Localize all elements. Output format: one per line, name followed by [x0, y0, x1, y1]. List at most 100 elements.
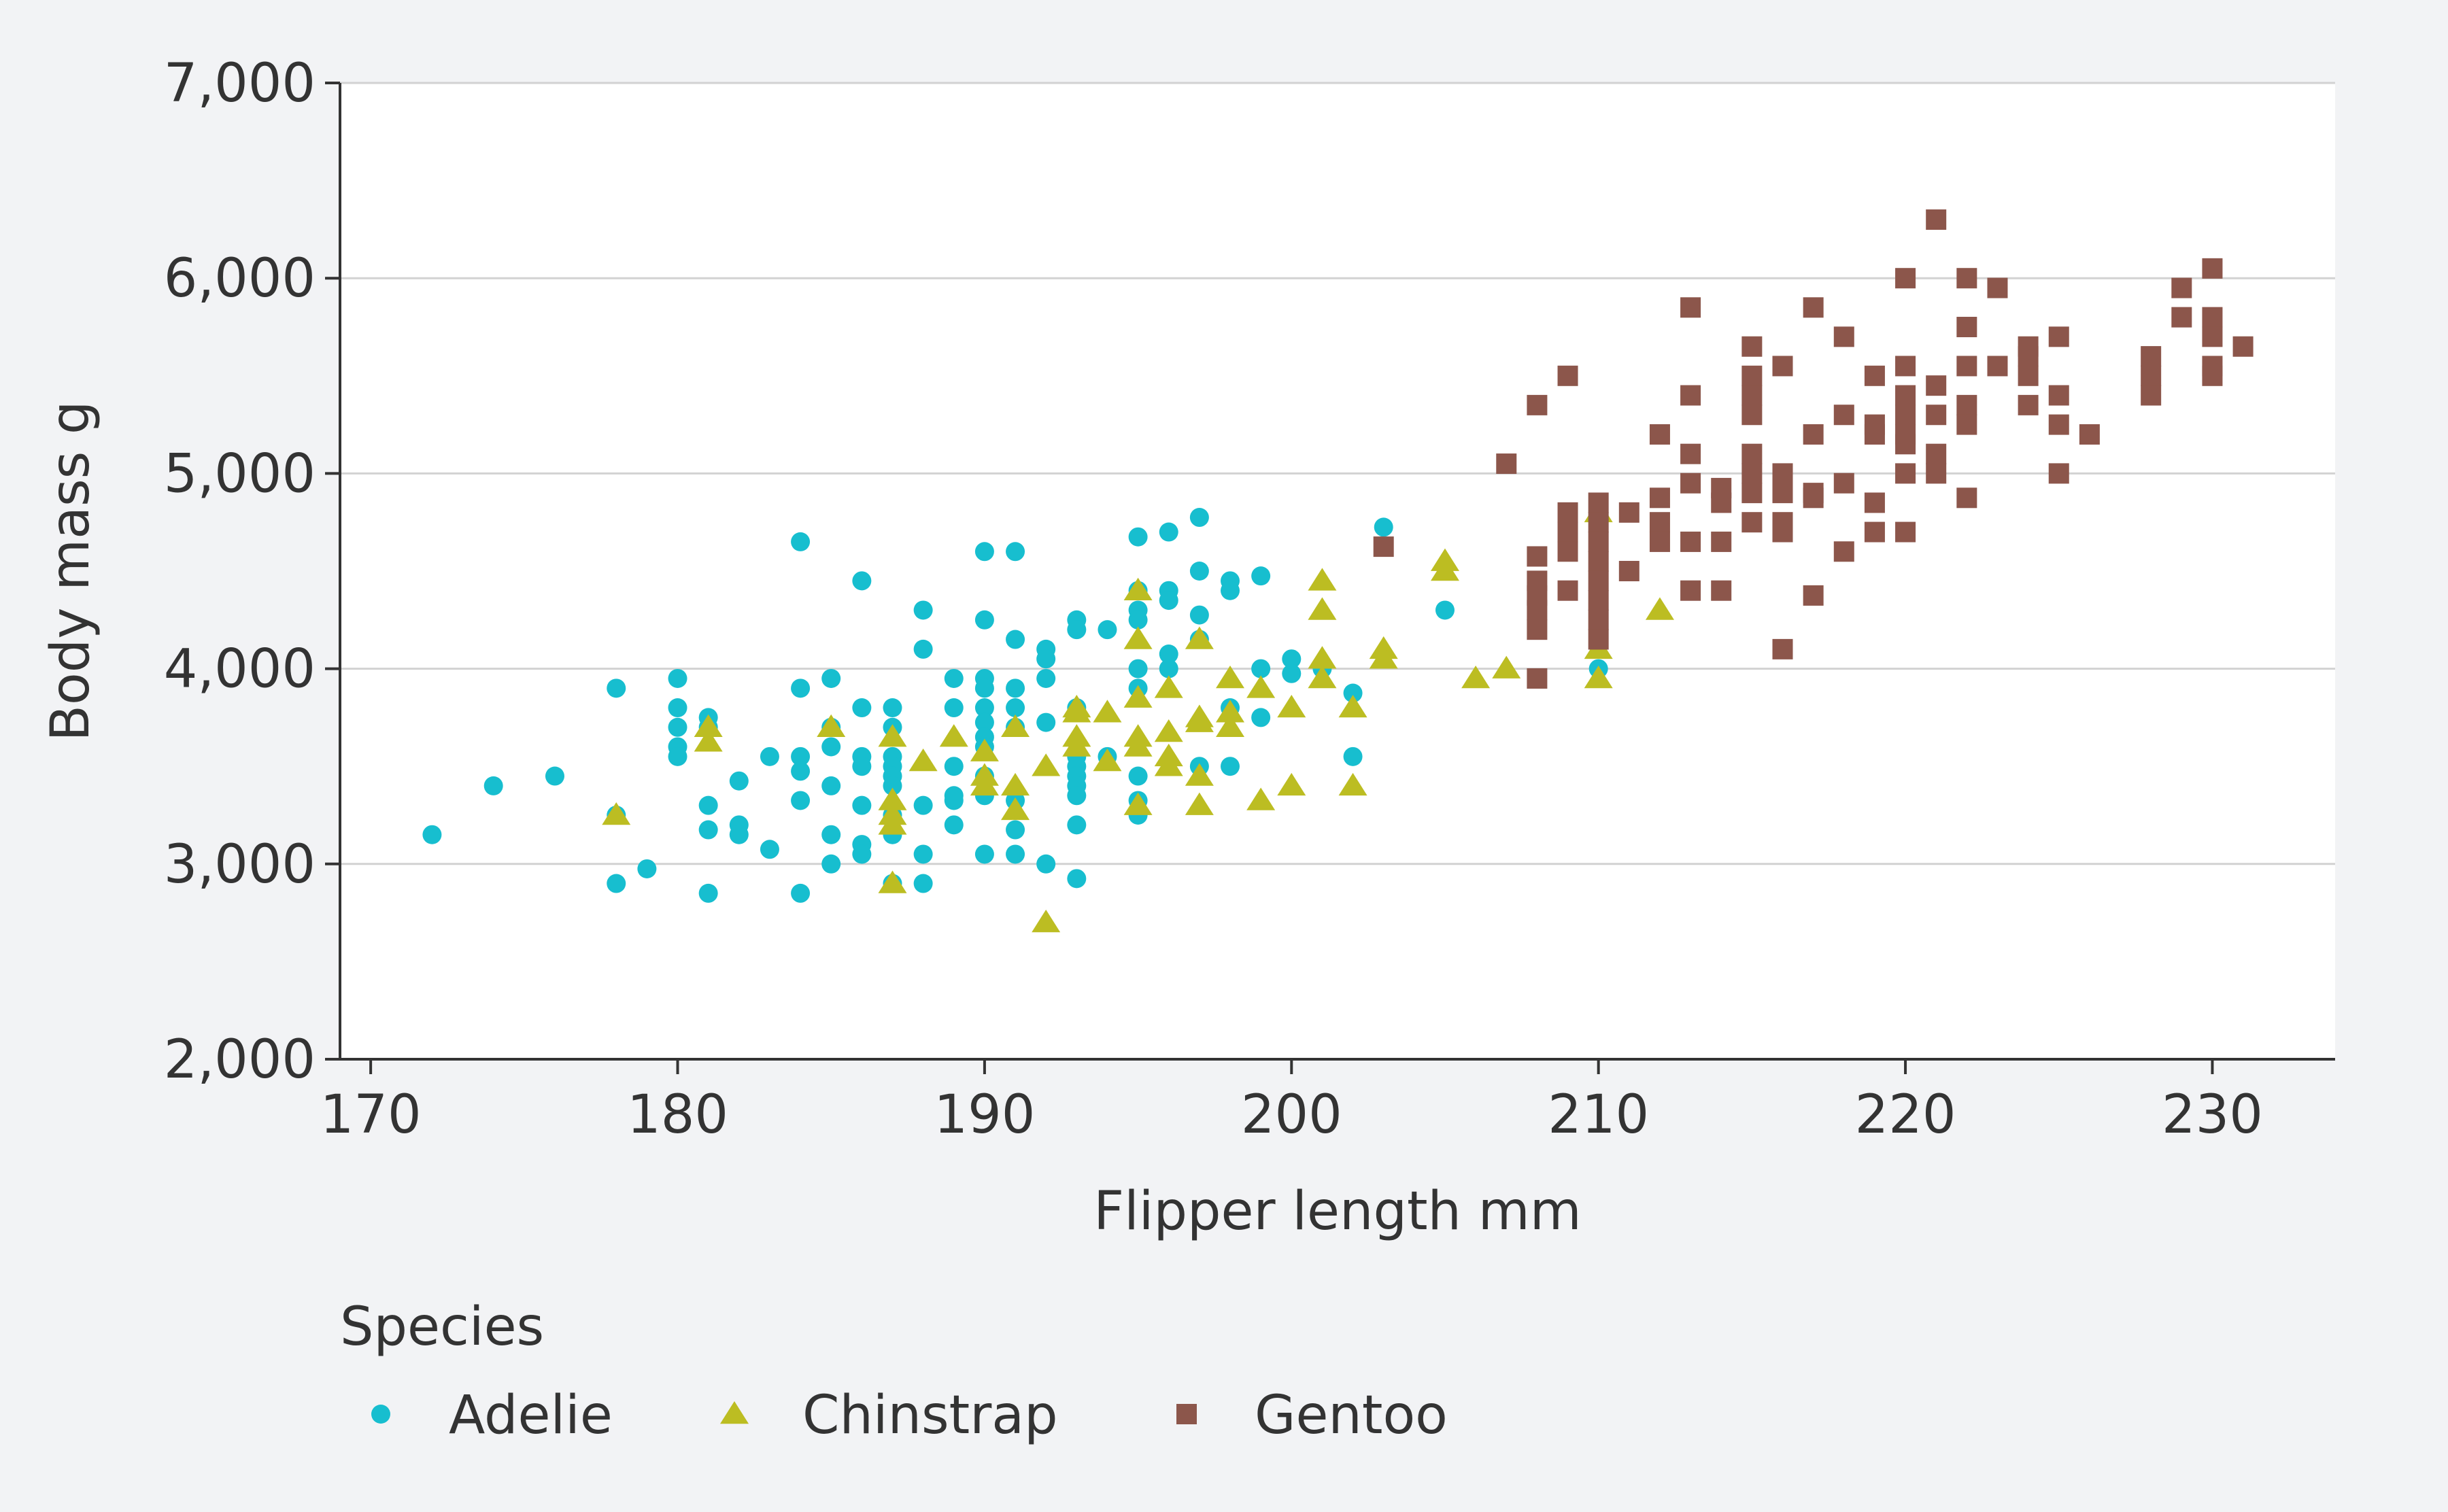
- y-tick-label: 6,000: [164, 248, 316, 309]
- data-point: [2048, 463, 2069, 484]
- data-point: [1864, 365, 1885, 386]
- data-point: [607, 874, 626, 893]
- data-point: [1649, 512, 1670, 533]
- data-point: [1185, 763, 1214, 786]
- data-point: [1987, 277, 2008, 298]
- data-point: [1216, 665, 1245, 689]
- data-point: [1067, 869, 1087, 889]
- data-point: [1680, 385, 1701, 406]
- data-point: [1338, 772, 1367, 796]
- data-point: [1741, 385, 1763, 406]
- data-point: [483, 776, 503, 795]
- data-point: [1741, 336, 1763, 357]
- data-point: [1123, 626, 1153, 649]
- data-point: [1864, 424, 1885, 445]
- data-point: [1128, 766, 1148, 786]
- data-point: [2171, 277, 2192, 298]
- data-point: [1032, 753, 1061, 776]
- data-point: [1154, 753, 1183, 776]
- x-tick-label: 220: [1855, 1084, 1956, 1146]
- data-point: [1618, 561, 1639, 581]
- x-tick-label: 180: [627, 1084, 728, 1146]
- data-point: [2018, 346, 2039, 367]
- data-point: [1833, 541, 1854, 562]
- data-point: [878, 787, 907, 810]
- data-point: [944, 757, 964, 776]
- data-point: [974, 844, 994, 864]
- data-point: [1216, 700, 1245, 723]
- data-point: [1154, 719, 1183, 742]
- data-point: [821, 668, 841, 688]
- data-point: [1895, 385, 1916, 406]
- data-point: [1036, 712, 1056, 732]
- data-point: [1185, 792, 1214, 815]
- data-point: [1251, 659, 1271, 678]
- data-point: [1926, 463, 1947, 484]
- data-point: [1956, 414, 1977, 435]
- data-point: [1343, 683, 1363, 703]
- data-point: [1036, 854, 1056, 874]
- data-point: [817, 714, 846, 738]
- data-point: [1864, 521, 1885, 543]
- data-point: [878, 724, 907, 747]
- data-point: [1251, 566, 1271, 586]
- data-point: [1277, 695, 1306, 718]
- data-point: [2018, 394, 2039, 415]
- data-point: [1062, 700, 1091, 723]
- data-point: [698, 795, 718, 815]
- data-point: [821, 776, 841, 795]
- data-point: [913, 600, 933, 620]
- x-tick-label: 230: [2162, 1084, 2263, 1146]
- data-point: [1803, 424, 1824, 445]
- y-axis-ticks: 2,000 3,000 4,000 5,000 6,000 7,000: [164, 53, 340, 1090]
- data-point: [1527, 619, 1548, 640]
- data-point: [1895, 434, 1916, 455]
- y-tick-label: 5,000: [164, 443, 316, 504]
- x-tick-label: 210: [1548, 1084, 1649, 1146]
- data-point: [698, 883, 718, 903]
- data-point: [1159, 659, 1178, 678]
- data-point: [1803, 297, 1824, 318]
- data-point: [1430, 558, 1459, 581]
- data-point: [1680, 297, 1701, 318]
- data-point: [821, 737, 841, 757]
- data-point: [1006, 542, 1025, 562]
- legend-item-chinstrap: Chinstrap: [720, 1385, 1058, 1446]
- data-point: [1557, 521, 1578, 543]
- data-point: [1895, 268, 1916, 289]
- data-point: [1277, 772, 1306, 796]
- data-point: [1128, 527, 1148, 547]
- data-point: [1803, 585, 1824, 606]
- data-point: [944, 668, 964, 688]
- data-point: [970, 772, 999, 796]
- y-tick-label: 7,000: [164, 53, 316, 114]
- data-point: [2202, 365, 2223, 386]
- data-point: [791, 791, 811, 810]
- data-point: [852, 795, 872, 815]
- legend-marker: [1176, 1404, 1197, 1424]
- data-point: [1308, 646, 1337, 669]
- data-point: [974, 678, 994, 698]
- data-point: [821, 854, 841, 874]
- data-point: [878, 870, 907, 893]
- data-point: [1343, 746, 1363, 766]
- data-point: [1221, 757, 1240, 776]
- data-point: [908, 749, 938, 772]
- data-point: [974, 698, 994, 718]
- data-points: [422, 209, 2254, 933]
- data-point: [1741, 463, 1763, 484]
- data-point: [970, 738, 999, 761]
- data-point: [2141, 365, 2162, 386]
- data-point: [1741, 512, 1763, 533]
- data-point: [1833, 405, 1854, 426]
- data-point: [852, 844, 872, 864]
- x-axis-title: Flipper length mm: [1093, 1181, 1581, 1242]
- data-point: [1492, 655, 1521, 678]
- data-point: [1741, 405, 1763, 426]
- data-point: [1618, 502, 1639, 523]
- data-point: [1711, 531, 1732, 552]
- data-point: [1154, 675, 1183, 698]
- data-point: [1772, 483, 1793, 504]
- data-point: [1006, 630, 1025, 649]
- data-point: [944, 698, 964, 718]
